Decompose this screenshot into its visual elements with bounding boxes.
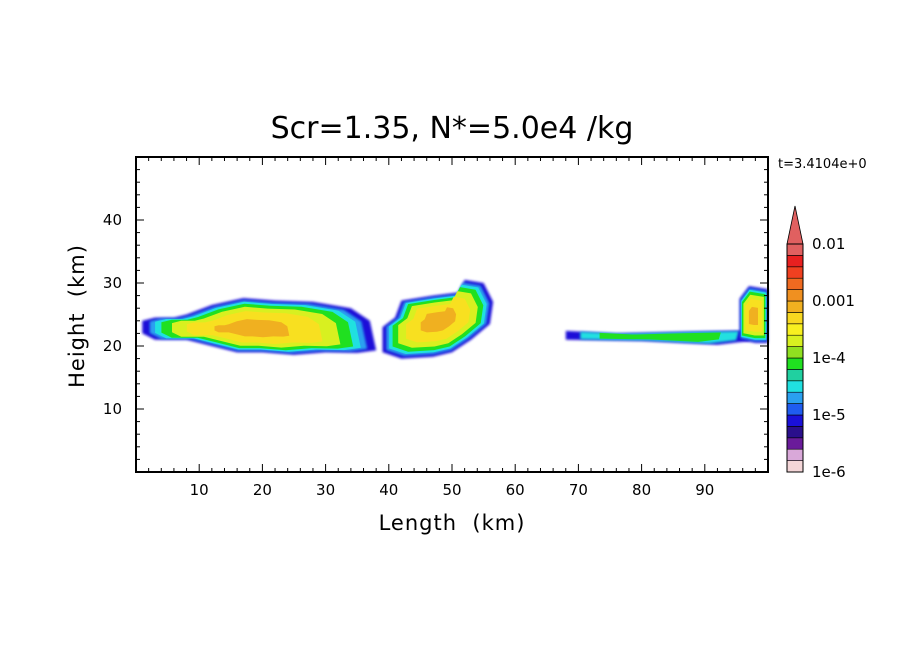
x-tick-label: 40 (379, 481, 398, 499)
y-tick-label: 10 (103, 400, 122, 418)
colorbar-swatch (786, 448, 804, 461)
colorbar-label: 0.001 (812, 292, 855, 310)
colorbar-swatch (786, 323, 804, 336)
contour-band (214, 319, 290, 338)
colorbar-swatch (786, 403, 804, 416)
plot-area (135, 156, 769, 473)
colorbar-label: 0.01 (812, 235, 845, 253)
x-axis: 10 20 30 40 50 60 70 80 90 (148, 157, 756, 499)
cloud-region-anvil-thin (565, 330, 753, 345)
colorbar-label: 1e-4 (812, 349, 846, 367)
colorbar: 0.01 0.001 1e-4 1e-5 1e-6 (786, 205, 855, 481)
x-tick-label: 30 (316, 481, 335, 499)
y-axis: 10 20 30 40 (103, 169, 768, 460)
colorbar-swatch (786, 460, 804, 473)
chart-title: Scr=1.35, N*=5.0e4 /kg (271, 111, 634, 146)
colorbar-swatch (786, 426, 804, 439)
colorbar-swatch (786, 437, 804, 450)
y-tick-label: 20 (103, 337, 122, 355)
x-tick-label: 70 (569, 481, 588, 499)
colorbar-swatch (786, 369, 804, 382)
x-tick-label: 50 (442, 481, 461, 499)
colorbar-swatch (786, 277, 804, 290)
y-tick-label: 40 (103, 211, 122, 229)
colorbar-swatch (786, 289, 804, 302)
y-tick-label: 30 (103, 274, 122, 292)
contour-band (599, 332, 721, 342)
colorbar-swatch (786, 357, 804, 370)
x-axis-label: Length (km) (379, 511, 526, 535)
x-tick-label: 10 (190, 481, 209, 499)
x-tick-label: 80 (632, 481, 651, 499)
colorbar-swatch (786, 391, 804, 404)
time-annotation: t=3.4104e+0 (778, 157, 867, 172)
cloud-region-cloud-left (142, 298, 377, 355)
y-axis-label: Height (km) (65, 244, 89, 388)
contour-band (420, 307, 457, 333)
x-tick-label: 90 (695, 481, 714, 499)
cloud-region-cloud-right (739, 286, 768, 343)
colorbar-swatch (786, 243, 804, 256)
colorbar-swatch (786, 300, 804, 313)
x-tick-label: 20 (253, 481, 272, 499)
colorbar-label: 1e-5 (812, 406, 846, 424)
colorbar-swatch (786, 414, 804, 427)
colorbar-swatch (786, 312, 804, 325)
colorbar-frame (786, 243, 804, 473)
colorbar-swatch (786, 334, 804, 347)
colorbar-label: 1e-6 (812, 463, 846, 481)
colorbar-swatch (786, 255, 804, 268)
x-tick-label: 60 (506, 481, 525, 499)
cloud-region-cloud-center (382, 279, 494, 359)
colorbar-swatch (786, 266, 804, 279)
colorbar-swatch (786, 346, 804, 359)
contour-band (748, 306, 758, 325)
colorbar-swatch (786, 380, 804, 393)
